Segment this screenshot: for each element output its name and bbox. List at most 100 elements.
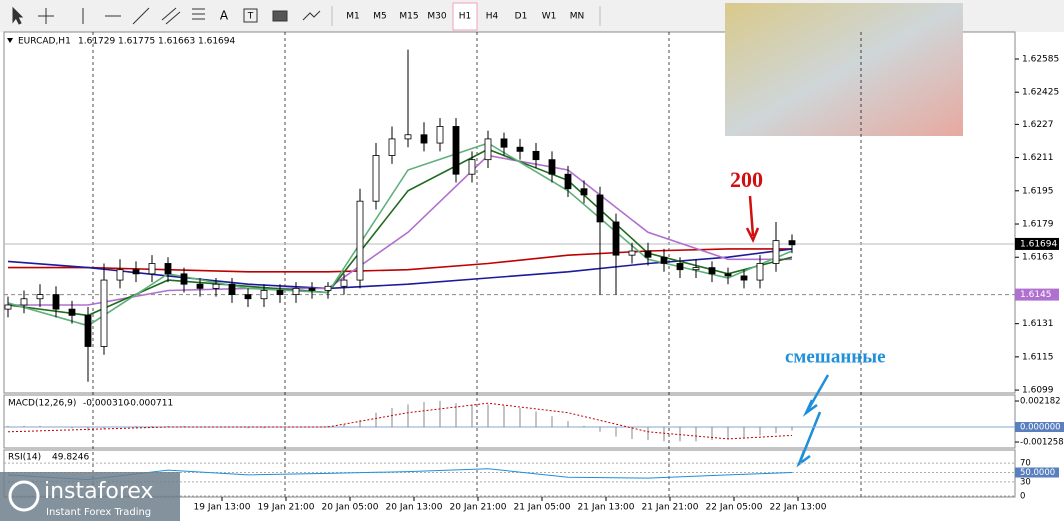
y-tick-label: 1.62425 <box>1022 88 1059 98</box>
moving-average <box>8 248 792 273</box>
candle-body <box>340 279 348 287</box>
candle-body <box>164 263 172 275</box>
label-tool[interactable]: T <box>247 12 254 22</box>
candle-body <box>644 250 652 258</box>
candle-body <box>692 267 700 271</box>
candle-body <box>388 138 396 156</box>
annotation: 200 <box>730 167 763 192</box>
candle-body <box>52 294 60 310</box>
macd-signal <box>7 402 793 440</box>
candle-body <box>228 283 236 296</box>
candle-body <box>20 298 28 306</box>
candle-body <box>132 269 140 275</box>
candle-body <box>260 290 268 300</box>
y-tick-label: 1.6227 <box>1022 120 1054 130</box>
timeframe-button[interactable]: M30 <box>427 12 446 22</box>
candle-body <box>516 146 524 152</box>
y-tick-label: 1.6131 <box>1022 319 1054 329</box>
candle-body <box>276 290 284 296</box>
candle-body <box>308 287 316 291</box>
x-tick-label: 20 Jan 05:00 <box>322 503 379 513</box>
timeframe-button[interactable]: M1 <box>346 12 360 22</box>
ohlc-value: 1.61663 <box>158 37 195 47</box>
candle-body <box>452 126 460 175</box>
ohlc-value: 1.61729 <box>78 37 115 47</box>
y-tick-label: 1.6115 <box>1022 352 1054 362</box>
candle-body <box>356 200 364 281</box>
indicator-value: -0.000310 <box>83 399 129 409</box>
x-tick-label: 22 Jan 05:00 <box>706 503 763 513</box>
candle-body <box>788 240 796 246</box>
candle-body <box>100 279 108 347</box>
zero-box <box>1015 422 1064 433</box>
candle-body <box>724 273 732 277</box>
candle-body <box>116 269 124 281</box>
candle-body <box>148 263 156 275</box>
moving-average <box>7 142 793 327</box>
candle-body <box>676 263 684 271</box>
timeframe-button[interactable]: H4 <box>486 12 499 22</box>
timeframe-button[interactable]: W1 <box>542 12 557 22</box>
x-tick-label: 21 Jan 21:00 <box>642 503 699 513</box>
x-tick-label: 22 Jan 13:00 <box>770 503 827 513</box>
candle-body <box>404 134 412 140</box>
candle-body <box>596 194 604 223</box>
active-timeframe <box>452 2 478 31</box>
level-box <box>1015 288 1059 301</box>
timeframe-button[interactable]: H1 <box>459 12 472 22</box>
candle-body <box>580 188 588 196</box>
x-tick-label: 20 Jan 13:00 <box>386 503 443 513</box>
timeframe-button[interactable]: M15 <box>399 12 418 22</box>
annotation-arrow <box>745 195 760 244</box>
candle-body <box>740 275 748 281</box>
banknote-photo <box>725 3 963 136</box>
candle-body <box>548 159 556 175</box>
y-tick-label: 50.0000 <box>1020 468 1055 478</box>
y-tick-label: 1.62585 <box>1022 54 1059 64</box>
indicator-value: -0.000711 <box>127 399 173 409</box>
candle-body <box>708 267 716 275</box>
candle-body <box>84 314 92 347</box>
timeframe-button[interactable]: M5 <box>373 12 387 22</box>
y-tick-label: 1.6179 <box>1022 220 1054 230</box>
macd-panel <box>3 394 1016 449</box>
candle-body <box>660 256 668 264</box>
header-arrow <box>7 38 13 43</box>
candle-body <box>4 304 12 310</box>
annotation: смешанные <box>785 346 886 367</box>
candle-body <box>68 308 76 316</box>
current-price-box <box>1015 237 1059 250</box>
timeframe-button[interactable]: MN <box>570 12 585 22</box>
logo-tagline: Instant Forex Trading <box>46 507 151 518</box>
annotation-arrow <box>796 374 830 468</box>
candle-body <box>244 294 252 300</box>
candle-body <box>372 155 380 202</box>
candle-body <box>612 221 620 256</box>
y-tick-label: 0.002182 <box>1020 397 1061 407</box>
logo-name: instaforex <box>44 479 154 504</box>
y-tick-label: 30 <box>1020 477 1031 487</box>
x-tick-label: 21 Jan 13:00 <box>578 503 635 513</box>
y-tick-label: 70 <box>1020 459 1031 469</box>
ohlc-value: 1.61775 <box>118 37 155 47</box>
ohlc-value: 1.61694 <box>198 37 235 47</box>
candle-body <box>500 138 508 148</box>
level-box <box>1015 467 1059 478</box>
candle-body <box>564 173 572 190</box>
candle-body <box>628 250 636 256</box>
timeframe-button[interactable]: D1 <box>515 12 528 22</box>
candle-body <box>468 159 476 175</box>
y-tick-label: 1.6211 <box>1022 153 1054 163</box>
x-tick-label: 20 Jan 21:00 <box>450 503 507 513</box>
indicator-title: MACD(12,26,9) <box>8 399 76 409</box>
candle-body <box>756 263 764 281</box>
candle-body <box>180 273 188 285</box>
indicator-value: 49.8246 <box>52 453 89 463</box>
text-tool[interactable]: A <box>220 9 229 23</box>
moving-average <box>7 248 793 290</box>
logo: instaforex Instant Forex Trading <box>0 472 180 521</box>
chart-symbol: EURCAD,H1 <box>18 37 71 47</box>
y-tick-label: 1.6099 <box>1022 386 1054 396</box>
y-tick-label: -0.001258 <box>1020 438 1064 448</box>
